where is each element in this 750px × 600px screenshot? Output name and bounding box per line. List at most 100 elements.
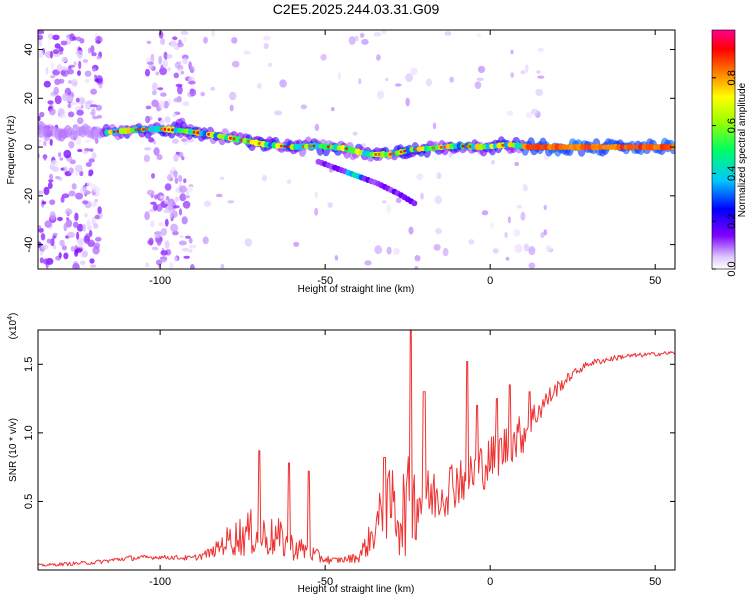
spectrogram-noise-cell bbox=[510, 49, 514, 55]
spectrogram-noise-cell bbox=[84, 189, 90, 195]
spectrogram-noise-cell bbox=[89, 258, 95, 264]
spectrogram-noise-cell bbox=[38, 227, 44, 233]
spectrogram-noise-cell bbox=[177, 85, 183, 95]
spectrogram-noise-cell bbox=[173, 170, 178, 178]
colorbar-tick-label: 0.8 bbox=[726, 70, 738, 85]
spectrogram-noise-cell bbox=[436, 172, 442, 180]
spectrogram-noise-cell bbox=[510, 72, 514, 78]
spectrogram-noise-cell bbox=[39, 111, 45, 118]
spectrogram-noise-cell bbox=[188, 80, 196, 85]
spectrogram-noise-cell bbox=[183, 178, 187, 184]
spectrogram-noise-cell bbox=[261, 174, 267, 182]
spectrogram-noise-cell bbox=[157, 87, 164, 91]
spectrogram-noise-cell bbox=[490, 221, 494, 230]
spectrogram-noise-cell bbox=[200, 91, 205, 97]
spectrogram-noise-cell bbox=[93, 201, 97, 207]
spectrogram-noise-cell bbox=[183, 36, 187, 43]
snr-frame bbox=[37, 329, 676, 571]
spectrogram-noise-cell bbox=[143, 154, 150, 163]
spectrogram-noise-cell bbox=[98, 84, 103, 89]
spectrogram-x-tick-label: 50 bbox=[649, 275, 661, 287]
spectrogram-noise-cell bbox=[178, 208, 183, 216]
spectrogram-noise-cell bbox=[435, 227, 442, 235]
spectrogram-noise-cell bbox=[432, 122, 437, 130]
snr-y-tick-label: 1.0 bbox=[23, 425, 35, 440]
spectrogram-noise-cell bbox=[49, 199, 56, 205]
spectrogram-noise-cell bbox=[167, 201, 174, 211]
spectrogram-noise-cell bbox=[381, 30, 387, 35]
spectrogram-noise-cell bbox=[77, 117, 84, 125]
spectrogram-noise-cell bbox=[160, 250, 168, 256]
spectrogram-noise-cell bbox=[92, 116, 99, 120]
spectrogram-noise-cell bbox=[444, 31, 452, 36]
spectrogram-noise-cell bbox=[38, 49, 44, 59]
spectrogram-noise-cell bbox=[38, 139, 42, 143]
spectrogram-noise-cell bbox=[80, 260, 86, 266]
spectrogram-noise-cell bbox=[449, 76, 455, 83]
spectrogram-noise-cell bbox=[172, 205, 180, 209]
spectrogram-noise-cell bbox=[528, 262, 536, 269]
spectrogram-noise-cell bbox=[94, 78, 99, 83]
spectrogram-noise-cell bbox=[231, 60, 240, 68]
spectrogram-noise-cell bbox=[523, 243, 530, 252]
spectrogram-noise-cell bbox=[514, 161, 519, 167]
snr-scale-note-base: (x10 bbox=[8, 319, 19, 339]
spectrogram-noise-cell bbox=[76, 109, 84, 116]
spectrogram-noise-cell bbox=[84, 212, 88, 218]
spectrogram-noise-cell bbox=[395, 197, 402, 204]
spectrogram-noise-cell bbox=[286, 179, 292, 184]
spectrogram-noise-cell bbox=[49, 211, 56, 220]
spectrogram-noise-cell bbox=[146, 189, 155, 196]
spectrogram-noise-cell bbox=[45, 67, 49, 75]
spectrogram-noise-cell bbox=[96, 55, 101, 60]
spectrogram-noise-cell bbox=[90, 104, 98, 108]
spectrogram-noise-cell bbox=[78, 96, 86, 105]
spectrogram-noise-cell bbox=[60, 66, 69, 71]
spectrogram-noise-cell bbox=[543, 204, 547, 211]
spectrogram-noise-cell bbox=[68, 167, 74, 174]
spectrogram-noise-cell bbox=[530, 108, 539, 115]
spectrogram-noise-cell bbox=[58, 252, 62, 259]
spectrogram-noise-cell bbox=[144, 147, 152, 151]
spectrogram-noise-cell bbox=[84, 70, 92, 77]
spectrogram-noise-cell bbox=[90, 88, 97, 95]
spectrogram-noise-cell bbox=[145, 115, 151, 124]
spectrogram-noise-cell bbox=[93, 223, 99, 229]
spectrogram-noise-cell bbox=[60, 196, 65, 203]
spectrogram-noise-cell bbox=[169, 210, 173, 219]
colorbar: 0.0 0.2 0.4 0.6 0.8 Normalized spectral ampl… bbox=[711, 29, 748, 277]
spectrogram-noise-cell bbox=[405, 97, 410, 107]
spectrogram-noise-cell bbox=[44, 220, 52, 228]
spectrogram-noise-cell bbox=[57, 216, 63, 222]
spectrogram-noise-cell bbox=[337, 72, 341, 80]
spectrogram-noise-cell bbox=[525, 64, 529, 73]
spectrogram-noise-cell bbox=[360, 32, 365, 38]
spectrogram-noise-cell bbox=[158, 55, 163, 65]
spectrogram-noise-cell bbox=[189, 65, 195, 74]
spectrogram-noise-cell bbox=[374, 245, 383, 255]
spectrogram-noise-cell bbox=[85, 162, 92, 167]
spectrogram-noise-cell bbox=[414, 255, 421, 262]
spectrogram-noise-cell bbox=[82, 59, 89, 63]
spectrogram-noise-cell bbox=[536, 70, 541, 74]
spectrogram-noise-cell bbox=[151, 173, 155, 179]
spectrogram-noise-cell bbox=[86, 219, 91, 229]
spectrogram-noise-cell bbox=[528, 246, 536, 256]
spectrogram-noise-cell bbox=[174, 196, 179, 202]
spectrogram-noise-cell bbox=[314, 123, 320, 132]
spectrogram-noise-cell bbox=[170, 223, 179, 233]
spectrogram-noise-cell bbox=[154, 194, 158, 200]
spectrogram-noise-cell bbox=[178, 240, 187, 246]
spectrogram-noise-cell bbox=[67, 68, 74, 75]
spectrogram-noise-cell bbox=[68, 66, 72, 70]
spectrogram-noise-cell bbox=[152, 203, 158, 211]
spectrogram-noise-cell bbox=[38, 225, 42, 229]
spectrogram-noise-cell bbox=[227, 200, 235, 204]
spectrogram-noise-cell bbox=[63, 223, 68, 232]
spectrogram-noise-cell bbox=[152, 82, 158, 91]
spectrogram-noise-cell bbox=[263, 35, 271, 41]
spectrogram-noise-cell bbox=[38, 34, 44, 40]
spectrogram-noise-cell bbox=[154, 231, 162, 239]
spectrogram-noise-cell bbox=[167, 67, 171, 72]
